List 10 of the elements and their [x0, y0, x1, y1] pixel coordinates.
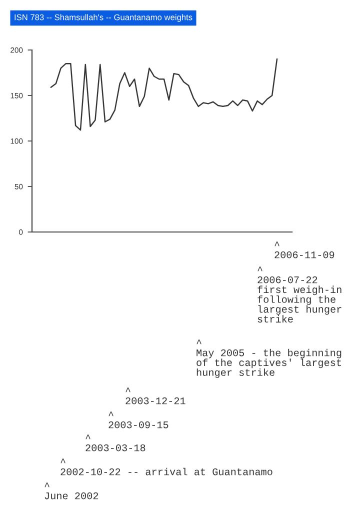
- text: ^ June 2002: [44, 482, 98, 500]
- text: ^ 2003-12-21: [126, 388, 186, 404]
- text: ^ 2003-09-15: [108, 412, 168, 428]
- text: ^ 2006-11-09: [274, 242, 334, 258]
- text: ^ 2006-07-22 first weigh-in following the largest hunger strike: [258, 266, 342, 323]
- text: ^ 2002-10-22 -- arrival at Guantanamo: [60, 458, 272, 476]
- line-series: [50, 58, 278, 131]
- text: ^ 2003-03-18: [86, 434, 146, 452]
- text: ^ May 2005 - the beginning of the captives' largest hunger strike: [196, 340, 342, 378]
- chart-title: ISN 783 -- Shamsullah's -- Guantanamo weights: [14, 14, 192, 22]
